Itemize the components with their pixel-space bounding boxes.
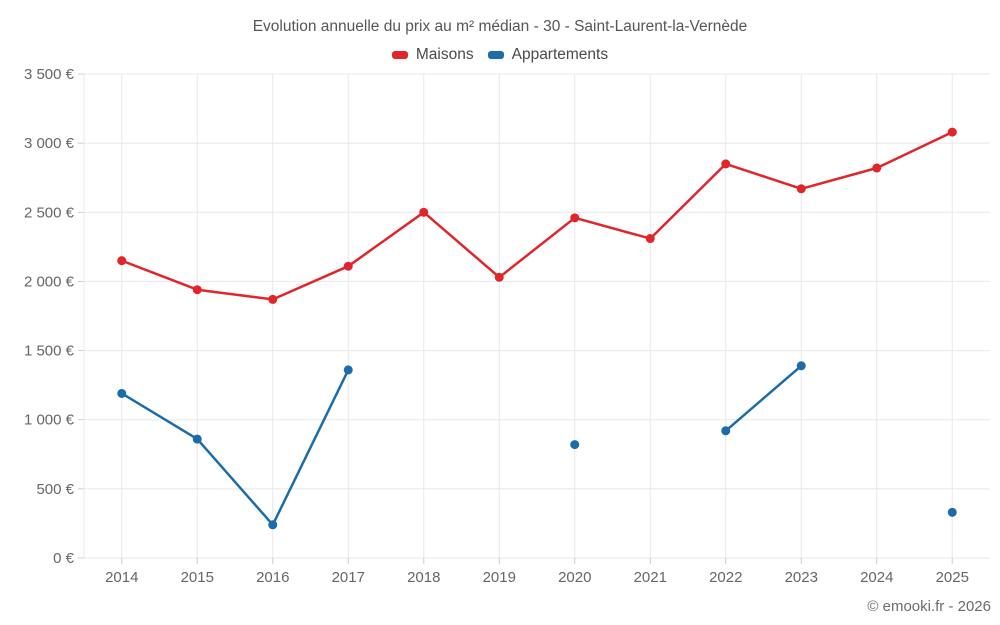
- appartements-point-2023[interactable]: [796, 361, 806, 371]
- x-axis-year-label: 2024: [860, 569, 893, 586]
- maisons-legend-label: Maisons: [415, 46, 474, 63]
- y-axis-tick-label: 1 000 €: [24, 412, 75, 429]
- maisons-point-2023[interactable]: [796, 184, 806, 194]
- x-axis-year-label: 2014: [105, 569, 138, 586]
- x-axis-year-label: 2016: [256, 569, 289, 586]
- maisons-point-2015[interactable]: [192, 285, 202, 295]
- y-axis-tick-label: 500 €: [36, 481, 74, 498]
- y-axis-tick-label: 3 000 €: [24, 135, 75, 152]
- maisons-point-2017[interactable]: [343, 261, 353, 271]
- x-axis-year-label: 2018: [407, 569, 440, 586]
- x-axis-year-label: 2021: [634, 569, 667, 586]
- maisons-line: [120, 130, 954, 301]
- appartements-point-2014[interactable]: [117, 388, 127, 398]
- maisons-point-2021[interactable]: [645, 234, 655, 244]
- y-axis-tick-label: 3 500 €: [24, 66, 75, 83]
- chart-legend: Maisons Appartements: [0, 46, 1000, 64]
- x-axis-year-label: 2015: [181, 569, 214, 586]
- appartements-point-2025[interactable]: [947, 507, 957, 517]
- maisons-point-2018[interactable]: [419, 207, 429, 217]
- x-axis-year-label: 2019: [483, 569, 516, 586]
- y-axis-tick-label: 2 000 €: [24, 273, 75, 290]
- appartements-legend-swatch-icon: [487, 51, 504, 59]
- maisons-point-2019[interactable]: [494, 272, 504, 282]
- chart-title: Evolution annuelle du prix au m² médian …: [252, 18, 748, 35]
- legend-item-maisons[interactable]: Maisons: [391, 46, 474, 64]
- y-axis-tick-label: 1 500 €: [24, 343, 75, 360]
- appartements-point-2017[interactable]: [343, 365, 353, 375]
- appartements-point-2022[interactable]: [721, 426, 731, 436]
- x-axis-year-label: 2022: [709, 569, 742, 586]
- appartements-point-2015[interactable]: [192, 434, 202, 444]
- maisons-legend-swatch-icon: [391, 51, 408, 59]
- copyright-credit: © emooki.fr - 2026: [867, 598, 991, 615]
- appartements-point-2016[interactable]: [268, 520, 278, 530]
- x-axis-year-label: 2025: [936, 569, 969, 586]
- maisons-point-2014[interactable]: [117, 256, 127, 266]
- maisons-point-2025[interactable]: [947, 127, 957, 137]
- maisons-point-2020[interactable]: [570, 213, 580, 223]
- y-axis-tick-label: 2 500 €: [24, 204, 75, 221]
- x-axis-year-label: 2023: [785, 569, 818, 586]
- legend-item-appartements[interactable]: Appartements: [487, 46, 609, 64]
- x-axis-year-label: 2017: [332, 569, 365, 586]
- maisons-point-2016[interactable]: [268, 294, 278, 304]
- appartements-point-2020[interactable]: [570, 440, 580, 450]
- y-axis-tick-label: 0 €: [53, 550, 75, 567]
- maisons-point-2022[interactable]: [721, 159, 731, 169]
- appartements-line: [122, 366, 953, 525]
- x-axis-year-label: 2020: [558, 569, 591, 586]
- maisons-point-2024[interactable]: [872, 163, 882, 173]
- appartements-legend-label: Appartements: [511, 46, 609, 63]
